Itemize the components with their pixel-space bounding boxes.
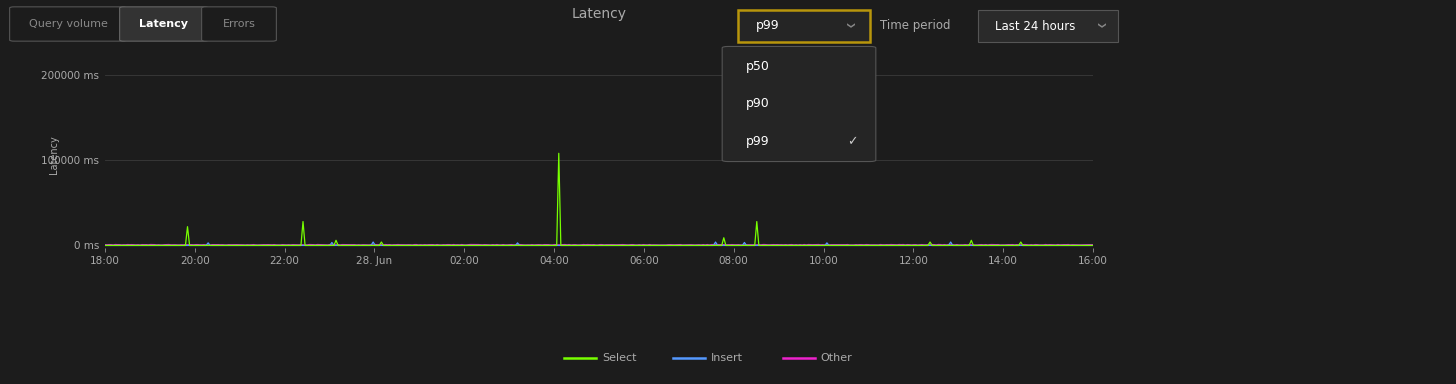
- Text: p99: p99: [756, 20, 779, 33]
- Text: Errors: Errors: [223, 19, 255, 29]
- Text: Select: Select: [603, 353, 636, 363]
- Text: Insert: Insert: [712, 353, 743, 363]
- Text: Latency: Latency: [572, 7, 626, 21]
- Text: Last 24 hours: Last 24 hours: [996, 20, 1076, 33]
- Text: Latency: Latency: [140, 19, 188, 29]
- Text: Query volume: Query volume: [29, 19, 108, 29]
- Text: Time period: Time period: [879, 20, 951, 33]
- Text: Other: Other: [821, 353, 852, 363]
- Text: ❯: ❯: [1096, 23, 1105, 30]
- Text: p50: p50: [745, 60, 769, 73]
- Text: p99: p99: [745, 135, 769, 148]
- Text: ✓: ✓: [847, 135, 858, 148]
- Text: Latency: Latency: [48, 136, 58, 174]
- Text: p90: p90: [745, 98, 769, 111]
- Text: ❯: ❯: [844, 23, 855, 30]
